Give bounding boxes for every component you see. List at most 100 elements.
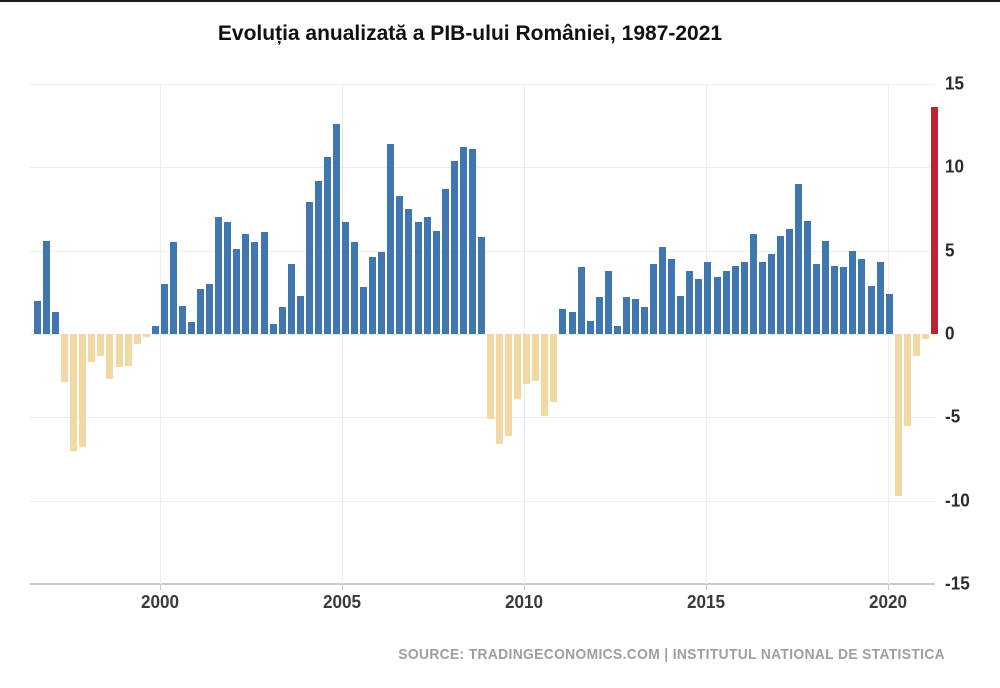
bar — [641, 307, 649, 334]
v-gridline-2015 — [706, 84, 707, 584]
bar — [151, 325, 159, 334]
y-tick-label-0: 0 — [945, 323, 955, 344]
bar — [251, 242, 259, 334]
bar — [97, 334, 105, 356]
h-gridline-10 — [30, 167, 935, 169]
bar — [713, 277, 721, 334]
bar — [378, 252, 386, 334]
bar — [740, 262, 748, 334]
bar — [197, 289, 205, 334]
bar — [61, 334, 69, 383]
bar — [894, 334, 902, 496]
bar — [795, 184, 803, 334]
x-axis-labels: 2000 2005 2010 2015 2020 — [30, 592, 935, 616]
x-tick-mark — [888, 585, 889, 590]
source-attribution: SOURCE: TRADINGECONOMICS.COM | INSTITUTU… — [398, 646, 945, 663]
bar — [731, 265, 739, 334]
bar — [52, 312, 60, 334]
bar — [34, 300, 41, 334]
bar — [405, 209, 413, 334]
bar — [704, 262, 712, 334]
bar — [387, 144, 395, 334]
bar — [296, 295, 304, 334]
bar — [206, 284, 214, 334]
bar — [224, 222, 232, 334]
bar — [822, 240, 830, 334]
bar — [450, 160, 458, 334]
bar — [758, 262, 766, 334]
bar — [867, 285, 875, 334]
bar — [813, 264, 821, 334]
bar — [785, 229, 793, 334]
bar — [568, 312, 576, 334]
bar — [160, 284, 168, 334]
bar — [559, 309, 567, 334]
bar — [215, 217, 223, 334]
bar — [631, 299, 639, 334]
h-gridline-15 — [30, 84, 935, 85]
bar — [686, 270, 694, 334]
bar — [178, 305, 186, 334]
bar — [342, 222, 350, 334]
bar — [79, 334, 87, 448]
bar-chart-plot-area — [30, 84, 938, 590]
x-tick-label-2015: 2015 — [686, 592, 726, 612]
bar — [323, 157, 331, 334]
x-tick-mark — [342, 585, 343, 590]
y-tick-label--15: -15 — [945, 573, 970, 594]
bar — [831, 265, 839, 334]
y-tick-label-5: 5 — [945, 240, 955, 261]
h-gridline-0 — [30, 334, 935, 335]
bar — [396, 195, 404, 334]
bar — [749, 234, 757, 334]
bar — [233, 249, 241, 334]
bar — [269, 324, 277, 334]
x-tick-label-2000: 2000 — [140, 592, 180, 612]
bar — [650, 264, 658, 334]
bar — [577, 267, 585, 334]
top-border-line — [0, 0, 1000, 2]
bar — [142, 334, 150, 338]
bar — [423, 217, 431, 334]
bar — [432, 230, 440, 334]
bar — [188, 322, 196, 334]
x-tick-mark — [524, 585, 525, 590]
bar — [523, 334, 531, 384]
y-axis-labels: 15 10 5 0 -5 -10 -15 — [945, 74, 995, 594]
x-tick-mark — [160, 585, 161, 590]
bar — [468, 149, 476, 334]
bar — [278, 307, 286, 334]
bar — [514, 334, 522, 399]
bar — [776, 235, 784, 334]
bar — [695, 279, 703, 334]
bar — [659, 247, 667, 334]
bar — [767, 254, 775, 334]
v-gridline-2005 — [342, 84, 343, 584]
bar — [487, 334, 494, 419]
x-tick-mark — [706, 585, 707, 590]
bar — [505, 334, 513, 436]
bar — [169, 242, 177, 334]
bar — [849, 250, 857, 334]
bar — [722, 270, 730, 334]
y-tick-label-10: 10 — [945, 156, 965, 177]
x-axis-line — [30, 583, 935, 585]
bar — [921, 334, 929, 339]
bar — [332, 124, 340, 334]
bar — [532, 334, 540, 381]
bar — [595, 297, 603, 334]
bar — [541, 334, 549, 416]
bar — [360, 287, 368, 334]
bar — [260, 232, 268, 334]
bar — [106, 334, 114, 379]
bar-highlight-latest — [930, 107, 938, 334]
y-tick-label--5: -5 — [945, 406, 961, 427]
bar — [550, 334, 558, 403]
chart-title: Evoluția anualizată a PIB-ului României,… — [217, 22, 723, 45]
v-gridline-2020 — [888, 84, 889, 584]
bar — [43, 240, 51, 334]
bar — [903, 334, 911, 426]
bar — [124, 334, 132, 366]
x-tick-label-2010: 2010 — [504, 592, 544, 612]
